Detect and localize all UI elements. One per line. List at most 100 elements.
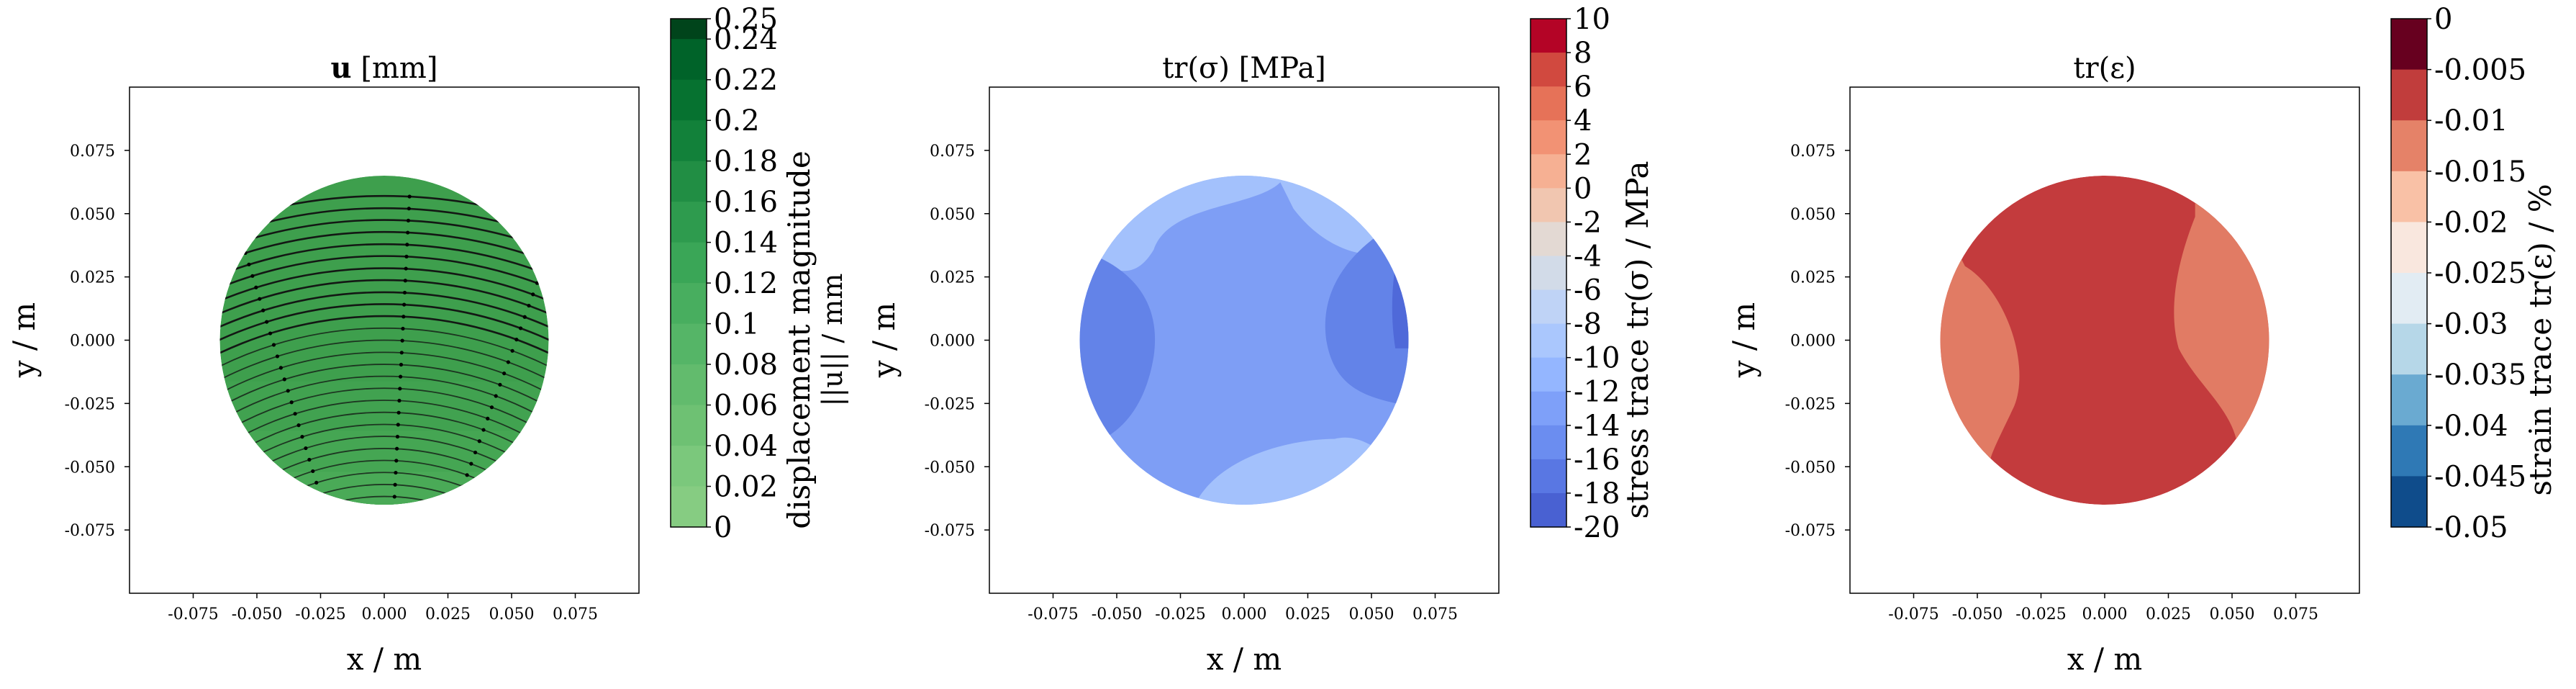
- streamline-arrow: [518, 326, 523, 330]
- x-axis-label: x / m: [2067, 641, 2142, 677]
- colorbar-tick-label: 0: [714, 511, 732, 544]
- x-tick-label: 0.000: [2082, 605, 2128, 623]
- colorbar-tick-label: 0.08: [714, 348, 778, 382]
- streamline-arrow: [457, 495, 461, 500]
- colorbar-segment: [671, 19, 707, 40]
- colorbar-tick-labels: 0.250.24 0.22 0.2 0.18 0.16 0.14 0.12 0.1 0.08 0.…: [707, 3, 778, 544]
- colorbar-tick-label: -20: [1574, 511, 1620, 544]
- streamline-arrow: [473, 450, 478, 455]
- streamline-arrow: [397, 398, 402, 403]
- colorbar-tick-label: -0.035: [2434, 359, 2526, 392]
- streamline-arrow: [399, 374, 403, 379]
- x-tick-label: 0.000: [362, 605, 407, 623]
- x-tick-label: 0.075: [1412, 605, 1458, 623]
- x-tick-label: -0.075: [168, 605, 218, 623]
- streamline-arrow: [394, 470, 398, 475]
- colorbar-segment: [671, 283, 707, 325]
- streamline-arrow: [404, 254, 409, 259]
- streamline: [219, 291, 549, 505]
- colorbar-label: strain trace tr(ε) / %: [2523, 184, 2558, 495]
- y-tick-label: -0.075: [65, 522, 115, 540]
- x-tick-label: -0.075: [1028, 605, 1078, 623]
- streamline: [219, 447, 549, 505]
- colorbar-tick-label: -0.045: [2434, 460, 2526, 493]
- streamline-arrow: [406, 218, 411, 222]
- streamline-arrow: [243, 251, 248, 255]
- colorbar-frame: [670, 18, 707, 528]
- y-tick-label: 0.000: [70, 333, 115, 351]
- colorbar-segment: [671, 242, 707, 284]
- streamline-arrow: [282, 377, 286, 382]
- colorbar-segment: [2391, 120, 2427, 172]
- y-tick-label: 0.075: [930, 143, 975, 161]
- colorbar-segment: [671, 486, 707, 528]
- streamline-arrow: [402, 290, 407, 295]
- x-axis-label: x / m: [1207, 641, 1282, 677]
- x-tick-label: -0.050: [1092, 605, 1142, 623]
- streamline-arrow: [498, 382, 502, 387]
- y-tick-label: 0.025: [70, 269, 115, 287]
- colorbar: [2390, 18, 2428, 528]
- colorbar-segment: [1530, 222, 1566, 257]
- colorbar-segment: [671, 39, 707, 81]
- x-tick-label: 0.075: [2273, 605, 2318, 623]
- streamline-arrow: [240, 239, 244, 244]
- x-tick-label: -0.025: [295, 605, 345, 623]
- colorbar-tick-label: -0.01: [2434, 104, 2508, 138]
- x-tick-label: 0.025: [425, 605, 471, 623]
- colorbar-tick-label: 0.06: [714, 389, 778, 423]
- streamline-arrow: [232, 216, 237, 221]
- colorbar-segment: [1530, 120, 1566, 155]
- streamline-arrow: [403, 279, 407, 283]
- x-tick-label: -0.025: [2015, 605, 2066, 623]
- colorbar-tick-label: 0.2: [714, 104, 760, 138]
- colorbar-segment: [671, 79, 707, 121]
- streamline-arrow: [271, 343, 276, 347]
- streamline-arrow: [539, 269, 543, 274]
- colorbar-tick-label: 0.24: [714, 23, 778, 56]
- disk-fill: [1079, 176, 1409, 505]
- streamline-arrow: [265, 320, 269, 324]
- colorbar-segment: [671, 364, 707, 406]
- colorbar-tick-label: 0: [2434, 3, 2452, 36]
- colorbar-tick-label: 0.14: [714, 227, 778, 260]
- colorbar-tick-label: 0.12: [714, 267, 778, 300]
- streamline-arrow: [527, 303, 531, 308]
- streamline-arrow: [254, 285, 258, 289]
- streamline-arrow: [531, 292, 535, 297]
- colorbar-segment: [1530, 19, 1566, 53]
- streamline-arrow: [405, 243, 409, 247]
- streamline: [219, 400, 549, 505]
- streamline-arrow: [392, 495, 396, 499]
- x-tick-label: 0.050: [1349, 605, 1394, 623]
- colorbar-tick-label: -0.02: [2434, 206, 2508, 239]
- y-ticks: 0.075 0.050 0.025 0.000 -0.025 -0.050 -0.075: [65, 143, 130, 540]
- colorbar-tick-label: 6: [1574, 71, 1592, 104]
- streamline-arrow: [258, 297, 262, 301]
- y-tick-label: 0.050: [1790, 206, 1836, 224]
- colorbar-tick-label: 8: [1574, 37, 1592, 70]
- y-tick-label: 0.075: [70, 143, 115, 161]
- streamline: [219, 472, 549, 505]
- y-tick-label: 0.050: [930, 206, 975, 224]
- colorbar-segment: [1530, 154, 1566, 189]
- colorbar-segment: [1530, 86, 1566, 121]
- stress-disk: [1079, 176, 1409, 505]
- streamline-arrow: [318, 492, 322, 496]
- strain-panel: tr(ε) -0.075 -0.050 -0.025 0.000 0.025 0.050 0…: [1726, 3, 2558, 677]
- colorbar-tick-label: -0.015: [2434, 156, 2526, 189]
- colorbar-tick-label: 2: [1574, 138, 1592, 171]
- colorbar-segment: [1530, 256, 1566, 291]
- streamline-arrow: [396, 423, 400, 427]
- colorbar-segment: [671, 446, 707, 487]
- streamline-arrow: [514, 338, 519, 342]
- x-tick-label: 0.000: [1222, 605, 1267, 623]
- streamline-arrow: [261, 308, 266, 312]
- streamline-arrow: [535, 281, 540, 285]
- colorbar-segment: [1530, 289, 1566, 325]
- streamlines: [219, 194, 559, 505]
- y-tick-label: -0.025: [1785, 395, 1836, 413]
- streamline-arrow: [555, 225, 559, 228]
- streamline: [219, 219, 549, 505]
